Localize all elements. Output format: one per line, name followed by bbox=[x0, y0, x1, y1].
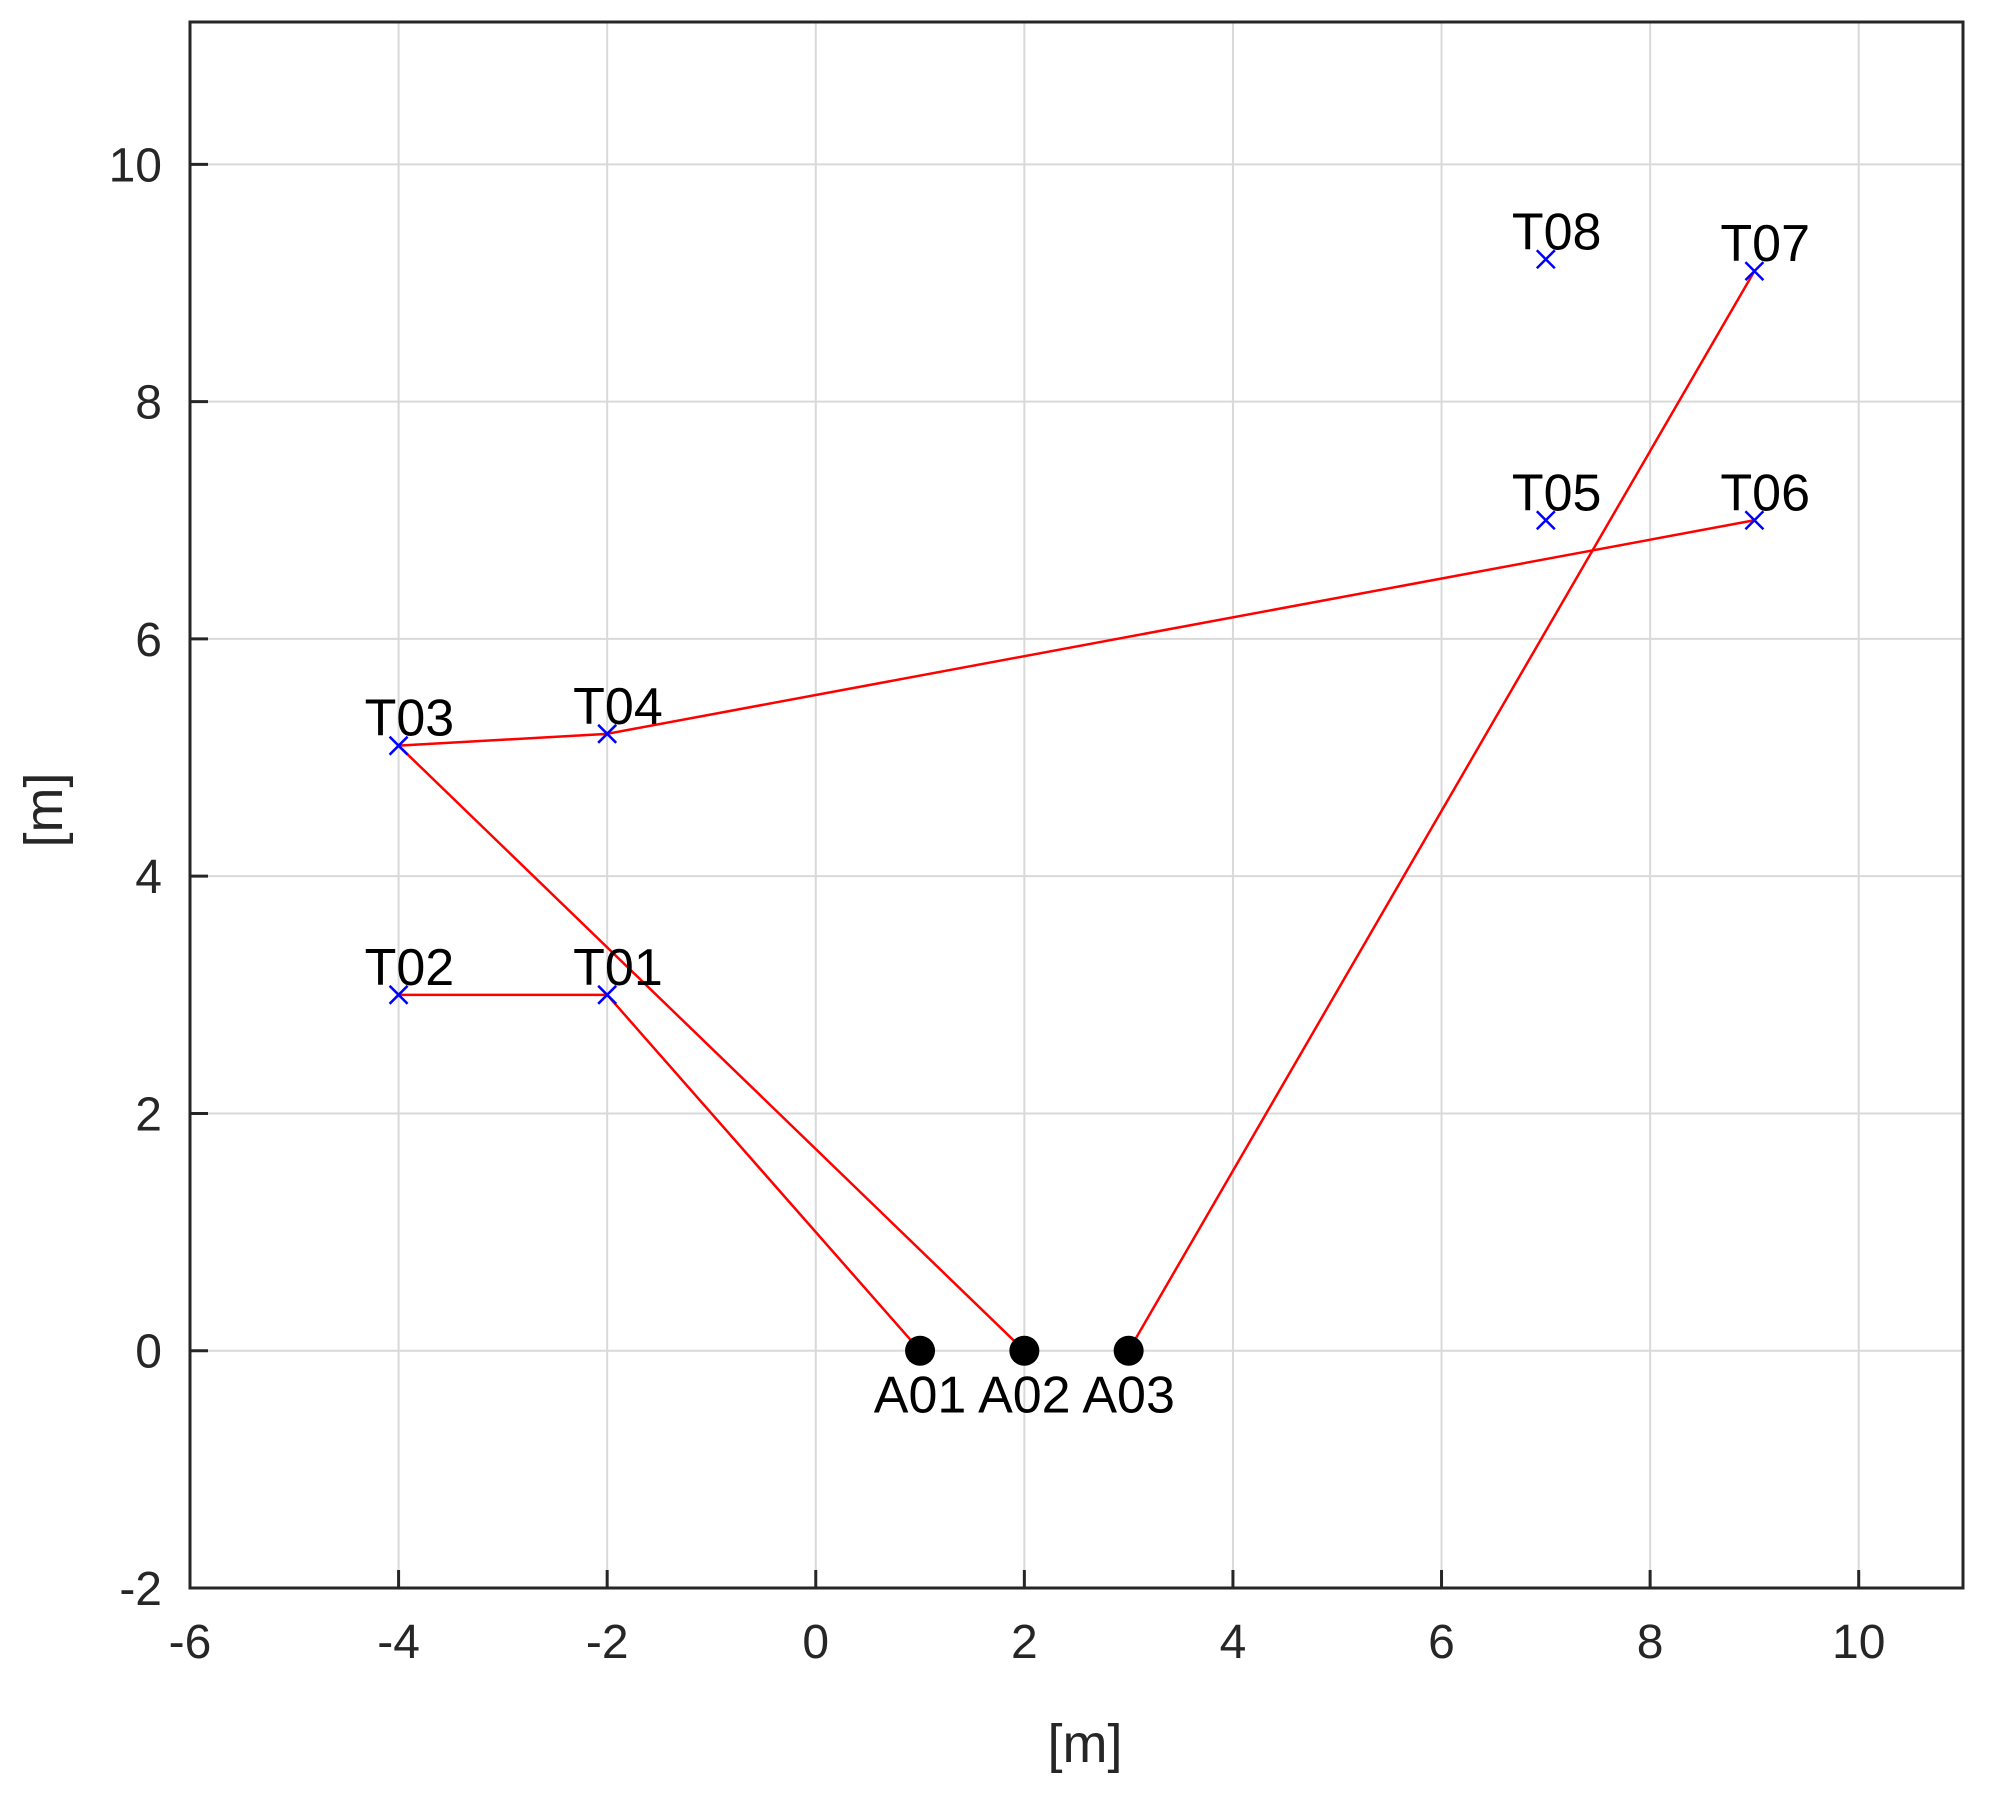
tag-marker bbox=[597, 723, 618, 744]
x-tick-label: -6 bbox=[169, 1616, 212, 1669]
x-tick-label: 8 bbox=[1637, 1616, 1664, 1669]
y-tick-label: 10 bbox=[109, 139, 162, 192]
y-tick-label: 8 bbox=[135, 377, 162, 430]
y-axis-label: [m] bbox=[14, 773, 74, 848]
x-tick-label: 4 bbox=[1220, 1616, 1247, 1669]
anchor-marker bbox=[1009, 1335, 1040, 1366]
y-tick-label: 4 bbox=[135, 851, 162, 904]
x-tick-label: 2 bbox=[1011, 1616, 1038, 1669]
grid-layer bbox=[189, 22, 1963, 1589]
y-tick-label: 6 bbox=[135, 614, 162, 667]
anchor-marker bbox=[905, 1335, 936, 1366]
x-tick-label: 10 bbox=[1832, 1616, 1885, 1669]
link-line bbox=[397, 744, 1026, 1352]
tick-layer: -6 -4 -2 0 2 4 6 8 10 -2 0 2 4 6 8 10 bbox=[109, 139, 1886, 1669]
tag-label: T08 bbox=[1512, 203, 1602, 261]
tag-label: T05 bbox=[1512, 464, 1602, 522]
y-tick-label: -2 bbox=[119, 1563, 162, 1616]
link-layer bbox=[397, 270, 1756, 1352]
anchor-label: A02 bbox=[978, 1367, 1071, 1425]
tag-marker bbox=[388, 735, 409, 756]
tag-label: T02 bbox=[365, 939, 455, 997]
tag-marker bbox=[1744, 261, 1765, 282]
tag-label: T07 bbox=[1720, 215, 1810, 273]
x-axis-label: [m] bbox=[1048, 1714, 1123, 1774]
link-line bbox=[1127, 270, 1756, 1352]
tag-label: T04 bbox=[573, 678, 663, 736]
tag-label: T06 bbox=[1720, 464, 1810, 522]
x-tick-label: -2 bbox=[586, 1616, 629, 1669]
tag-marker bbox=[597, 984, 618, 1005]
link-line bbox=[606, 519, 1755, 736]
label-layer: A01 A02 A03 T01 T02 T03 T04 T05 T06 T07 T08 bbox=[365, 203, 1810, 1424]
tag-marker bbox=[1744, 510, 1765, 531]
link-line bbox=[398, 732, 608, 747]
tag-marker bbox=[1535, 510, 1556, 531]
x-tick-label: 0 bbox=[802, 1616, 829, 1669]
x-tick-label: 6 bbox=[1428, 1616, 1455, 1669]
y-tick-label: 2 bbox=[135, 1088, 162, 1141]
anchor-marker bbox=[1113, 1335, 1144, 1366]
tag-marker bbox=[388, 984, 409, 1005]
tag-marker bbox=[1535, 249, 1556, 270]
tag-label: T01 bbox=[573, 939, 663, 997]
marker-layer bbox=[388, 249, 1765, 1366]
plot-area-frame bbox=[188, 20, 1965, 1590]
tag-label: T03 bbox=[365, 690, 455, 748]
link-line bbox=[606, 993, 921, 1352]
anchor-label: A01 bbox=[874, 1367, 967, 1425]
y-tick-label: 0 bbox=[135, 1326, 162, 1379]
anchor-label: A03 bbox=[1082, 1367, 1175, 1425]
x-tick-label: -4 bbox=[377, 1616, 420, 1669]
